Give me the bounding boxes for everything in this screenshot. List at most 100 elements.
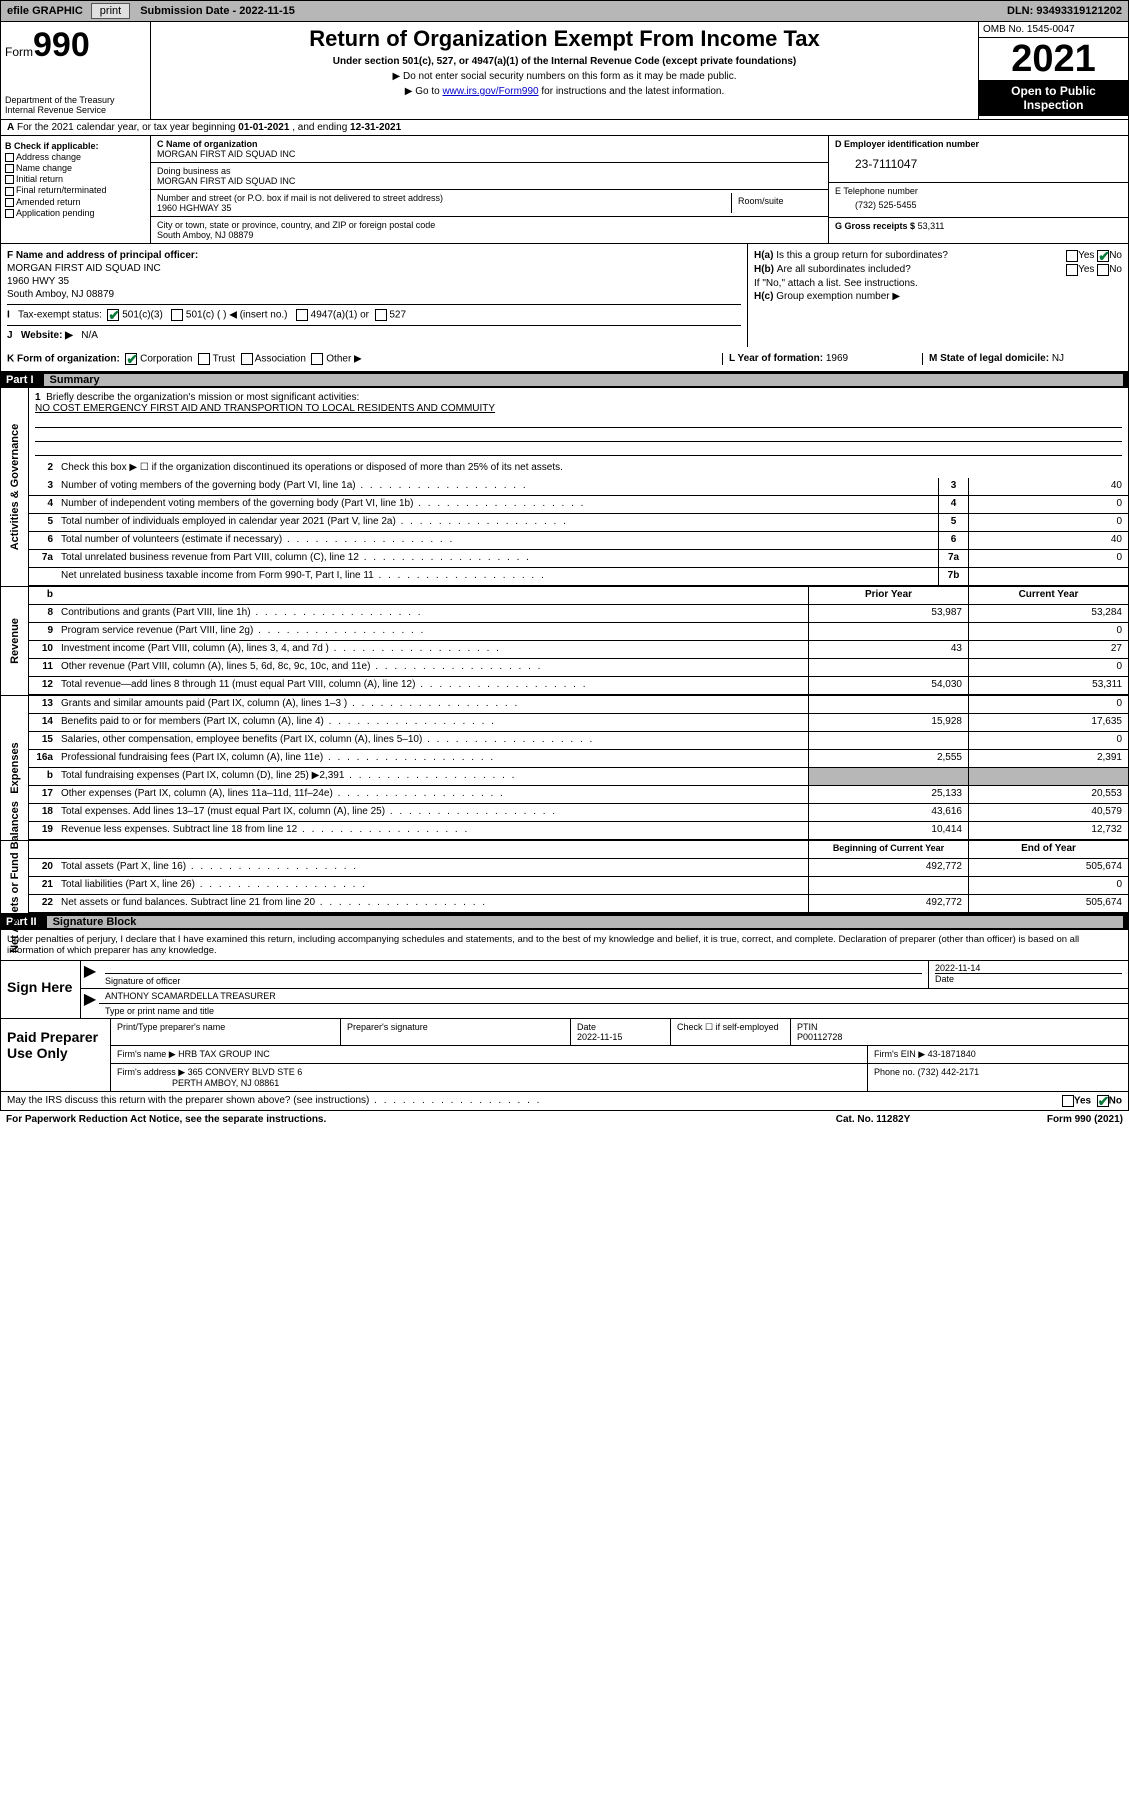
efile-label: efile GRAPHIC — [1, 5, 89, 17]
irs-label: Internal Revenue Service — [5, 105, 146, 115]
firm-phone-val: (732) 442-2171 — [918, 1067, 980, 1077]
room-lbl: Room/suite — [738, 196, 784, 206]
mission-text: NO COST EMERGENCY FIRST AID AND TRANSPOR… — [35, 403, 495, 414]
table-row: bTotal fundraising expenses (Part IX, co… — [29, 768, 1128, 786]
hc-q: Group exemption number ▶ — [776, 291, 1122, 302]
chk-ha-yes[interactable] — [1066, 250, 1078, 262]
block-fhi: F Name and address of principal officer:… — [0, 243, 1129, 347]
chk-other[interactable] — [311, 353, 323, 365]
prep-date-val: 2022-11-15 — [577, 1032, 622, 1042]
chk-final-return[interactable] — [5, 187, 14, 196]
i-opt4: 527 — [389, 310, 406, 321]
table-row: 16aProfessional fundraising fees (Part I… — [29, 750, 1128, 768]
form990-link[interactable]: www.irs.gov/Form990 — [442, 86, 538, 97]
k-lbl: K Form of organization: — [7, 354, 120, 365]
phone-val: (732) 525-5455 — [835, 196, 1122, 214]
chk-ha-no[interactable] — [1097, 250, 1109, 262]
chk-hb-no[interactable] — [1097, 264, 1109, 276]
ha-q: Is this a group return for subordinates? — [776, 250, 1066, 262]
chk-trust[interactable] — [198, 353, 210, 365]
table-row: 12Total revenue—add lines 8 through 11 (… — [29, 677, 1128, 695]
hb-q: Are all subordinates included? — [777, 264, 1066, 276]
gross-val: 53,311 — [918, 221, 945, 231]
tax-year-begin: 01-01-2021 — [238, 122, 289, 133]
form-number: 990 — [33, 26, 90, 64]
firm-addr1: 365 CONVERY BLVD STE 6 — [188, 1067, 303, 1077]
row-a-pre: For the 2021 calendar year, or tax year … — [17, 122, 238, 133]
tax-year-end: 12-31-2021 — [350, 122, 401, 133]
vtab-net: Net Assets or Fund Balances — [1, 841, 29, 913]
fi-left: F Name and address of principal officer:… — [1, 244, 748, 347]
row-k: K Form of organization: Corporation Trus… — [0, 347, 1129, 372]
chk-4947[interactable] — [296, 309, 308, 321]
chk-527[interactable] — [375, 309, 387, 321]
chk-hb-yes[interactable] — [1066, 264, 1078, 276]
k-corp: Corporation — [140, 354, 192, 365]
firm-name-val: HRB TAX GROUP INC — [178, 1049, 270, 1059]
lbl-initial-return: Initial return — [16, 174, 63, 184]
addr-lbl: Number and street (or P.O. box if mail i… — [157, 193, 443, 203]
lbl-name-change: Name change — [16, 163, 72, 173]
header-left: Form990 Department of the Treasury Inter… — [1, 22, 151, 119]
chk-may-no[interactable] — [1097, 1095, 1109, 1107]
i-opt1: 501(c)(3) — [122, 310, 163, 321]
ptin-val: P00112728 — [797, 1032, 842, 1042]
vtab-net-lbl: Net Assets or Fund Balances — [9, 801, 21, 953]
lbl-address-change: Address change — [16, 152, 81, 162]
sig-intro: Under penalties of perjury, I declare th… — [0, 930, 1129, 961]
line-1: 1 Briefly describe the organization's mi… — [29, 388, 1128, 460]
ha-lbl: H(a) — [754, 250, 773, 262]
print-button[interactable]: print — [91, 3, 130, 19]
vtab-gov: Activities & Governance — [1, 388, 29, 586]
may-no: No — [1109, 1096, 1122, 1107]
chk-address-change[interactable] — [5, 153, 14, 162]
table-row: 19Revenue less expenses. Subtract line 1… — [29, 822, 1128, 840]
chk-501c3[interactable] — [107, 309, 119, 321]
col-c: C Name of organization MORGAN FIRST AID … — [151, 136, 828, 243]
ha-no: No — [1109, 250, 1122, 262]
table-row: 17Other expenses (Part IX, column (A), l… — [29, 786, 1128, 804]
efile-topbar: efile GRAPHIC print Submission Date - 20… — [0, 0, 1129, 22]
submission-date: Submission Date - 2022-11-15 — [132, 5, 303, 17]
dba-lbl: Doing business as — [157, 166, 231, 176]
org-name: MORGAN FIRST AID SQUAD INC — [157, 149, 295, 159]
table-row: 4Number of independent voting members of… — [29, 496, 1128, 514]
j-lbl: Website: ▶ — [21, 330, 73, 341]
header-mid: Return of Organization Exempt From Incom… — [151, 22, 978, 119]
prep-date-lbl: Date — [577, 1022, 596, 1032]
addr-val: 1960 HGHWAY 35 — [157, 203, 231, 213]
inspect-2: Inspection — [981, 98, 1126, 112]
hb-yes: Yes — [1078, 264, 1094, 276]
part2-title: Signature Block — [47, 916, 1123, 928]
firm-ein-val: 43-1871840 — [928, 1049, 976, 1059]
c-name-lbl: C Name of organization — [157, 139, 258, 149]
chk-corp[interactable] — [125, 353, 137, 365]
sig-officer-lbl: Signature of officer — [99, 974, 928, 988]
year-formation: 1969 — [826, 353, 848, 364]
i-opt3: 4947(a)(1) or — [311, 310, 369, 321]
table-row: Net unrelated business taxable income fr… — [29, 568, 1128, 586]
name-title-lbl: Type or print name and title — [99, 1004, 1128, 1018]
chk-amended[interactable] — [5, 198, 14, 207]
prep-name-lbl: Print/Type preparer's name — [111, 1019, 341, 1045]
header-sub1: Under section 501(c), 527, or 4947(a)(1)… — [159, 56, 970, 67]
tax-year: 2021 — [979, 38, 1128, 80]
firm-name-lbl: Firm's name ▶ — [117, 1049, 176, 1059]
form-word: Form — [5, 45, 33, 59]
chk-name-change[interactable] — [5, 164, 14, 173]
city-val: South Amboy, NJ 08879 — [157, 230, 253, 240]
chk-initial-return[interactable] — [5, 175, 14, 184]
arrow-icon: ▶ — [81, 989, 99, 1018]
chk-assoc[interactable] — [241, 353, 253, 365]
table-row: 15Salaries, other compensation, employee… — [29, 732, 1128, 750]
firm-addr-lbl: Firm's address ▶ — [117, 1067, 185, 1077]
may-yes: Yes — [1074, 1096, 1091, 1107]
chk-app-pending[interactable] — [5, 209, 14, 218]
table-row: 14Benefits paid to or for members (Part … — [29, 714, 1128, 732]
sig-date-val: 2022-11-14 — [935, 963, 1122, 973]
chk-may-yes[interactable] — [1062, 1095, 1074, 1107]
l2-txt: Check this box ▶ ☐ if the organization d… — [57, 460, 1128, 478]
sign-here-block: Sign Here ▶ Signature of officer 2022-11… — [0, 961, 1129, 1019]
part1-header: Part I Summary — [0, 372, 1129, 388]
chk-501c[interactable] — [171, 309, 183, 321]
